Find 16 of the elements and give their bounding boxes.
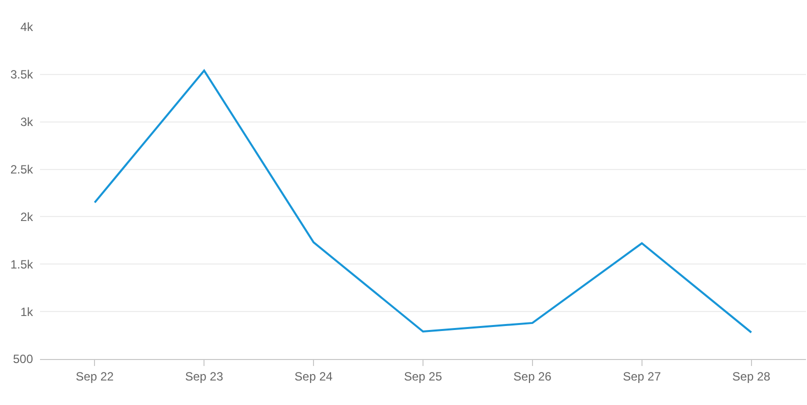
x-tick-label: Sep 26 <box>513 369 552 384</box>
line-series <box>94 70 752 334</box>
y-tick-label: 2k <box>20 210 34 224</box>
y-tick-label: 2.5k <box>10 162 34 176</box>
x-tick-label: Sep 23 <box>185 369 224 384</box>
y-tick-label: 1.5k <box>10 257 34 272</box>
x-tick-label: Sep 24 <box>294 369 333 384</box>
y-tick-label: 3k <box>20 115 34 130</box>
x-tick-label: Sep 25 <box>404 369 442 384</box>
y-tick-label: 500 <box>12 352 34 366</box>
y-tick-label: 3.5k <box>10 68 34 82</box>
y-tick-label: 4k <box>20 20 34 34</box>
x-tick-label: Sep 27 <box>622 369 662 384</box>
x-tick-label: Sep 28 <box>732 369 771 384</box>
y-tick-label: 1k <box>20 304 34 319</box>
x-tick-label: Sep 22 <box>76 369 114 384</box>
